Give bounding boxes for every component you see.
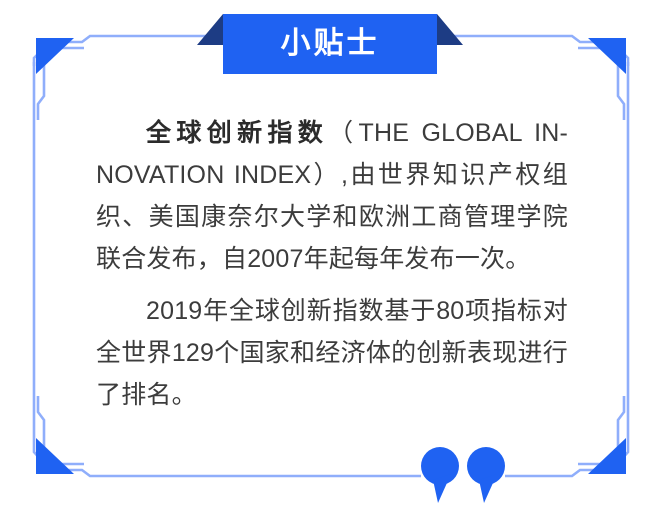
banner-tail-left [197,14,223,45]
banner-tail-right [437,14,463,45]
corner-triangle-top-left [36,38,74,74]
paragraph-1: 全球创新指数（THE GLOBAL IN-NOVATION INDEX）,由世界… [96,112,568,280]
paragraph-1-rest: （THE GLOBAL IN-NOVATION INDEX）,由世界知识产权组织… [96,119,568,273]
tip-body: 全球创新指数（THE GLOBAL IN-NOVATION INDEX）,由世界… [96,112,568,416]
tip-banner: 小贴士 [223,14,437,74]
corner-triangle-top-right [588,38,626,74]
corner-triangle-bottom-right [588,438,626,474]
paragraph-2-rest: 2019年全球创新指数基于80项指标对全世界129个国家和经济体的创新表现进行了… [96,297,568,409]
corner-triangle-bottom-left [36,438,74,474]
paragraph-2: 2019年全球创新指数基于80项指标对全世界129个国家和经济体的创新表现进行了… [96,290,568,416]
banner-title: 小贴士 [280,27,380,60]
quote-mark-icon [421,447,505,503]
paragraph-1-lead: 全球创新指数 [146,119,329,147]
